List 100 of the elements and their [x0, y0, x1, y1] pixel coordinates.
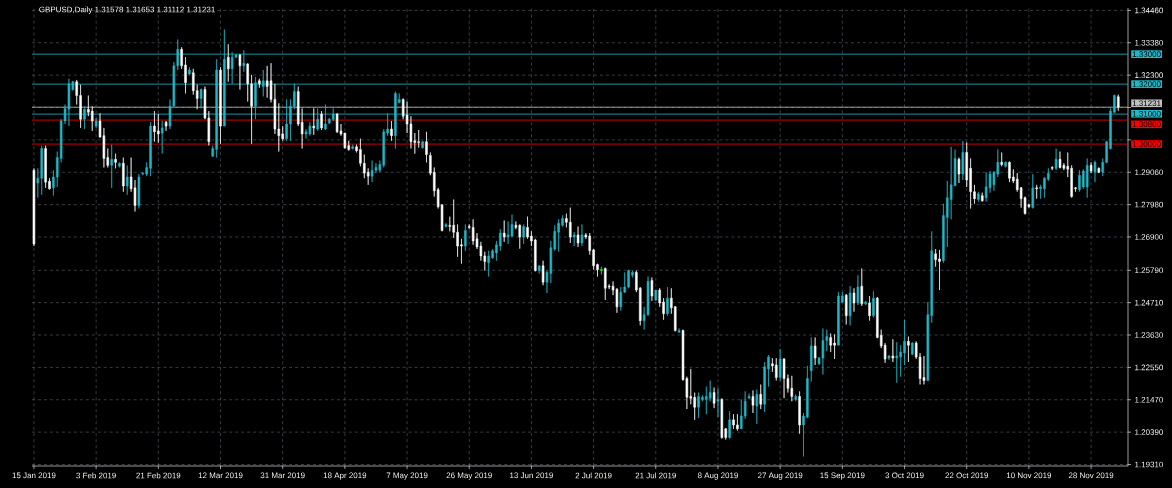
candlestick: [666, 286, 669, 317]
candlestick: [751, 390, 755, 414]
candlestick: [654, 289, 658, 302]
candlestick: [444, 222, 448, 228]
candlestick: [810, 337, 813, 382]
candlestick: [891, 338, 895, 363]
candlestick: [720, 397, 724, 440]
candlestick: [421, 140, 424, 149]
candlestick: [782, 357, 786, 399]
candlestick: [94, 117, 98, 129]
candlestick: [308, 121, 312, 136]
candlestick: [697, 392, 700, 419]
candlestick: [32, 168, 36, 247]
candlestick: [425, 131, 428, 163]
candlestick: [487, 250, 490, 277]
candlestick: [125, 165, 129, 196]
candlestick: [864, 300, 867, 306]
candlestick: [1004, 161, 1007, 168]
candlestick: [1085, 158, 1089, 199]
candlestick: [569, 207, 572, 244]
candlestick: [837, 291, 840, 346]
candlestick: [518, 224, 521, 249]
candlestick: [522, 224, 525, 245]
candlestick: [977, 191, 980, 202]
candlestick: [471, 219, 475, 246]
candlestick: [872, 290, 875, 318]
candlestick: [860, 268, 864, 307]
candlestick: [984, 171, 988, 202]
candlestick: [572, 231, 576, 247]
candlestick: [778, 348, 782, 381]
candlestick: [957, 157, 961, 184]
candlestick: [199, 88, 203, 109]
candlestick: [755, 389, 759, 425]
candlestick: [557, 219, 560, 252]
candlestick: [160, 120, 164, 154]
candlestick: [813, 337, 817, 366]
candlestick: [895, 341, 898, 383]
candlestick: [464, 224, 467, 252]
candlestick: [1117, 94, 1120, 112]
candlestick: [981, 192, 984, 202]
candlestick: [868, 295, 871, 321]
candlestick: [736, 413, 739, 431]
candlestick: [887, 354, 891, 361]
candlestick: [1008, 161, 1011, 183]
candlestick: [1050, 165, 1054, 171]
candlestick: [122, 157, 125, 193]
candlestick: [728, 410, 731, 440]
candlestick: [759, 384, 762, 410]
candlestick: [1054, 148, 1058, 171]
candlestick: [848, 285, 852, 326]
candlestick: [1031, 173, 1035, 209]
candlestick: [627, 269, 630, 289]
candlestick: [1058, 151, 1062, 169]
candlestick: [312, 108, 316, 136]
candlestick: [1078, 169, 1081, 193]
candlestick: [320, 110, 323, 131]
candlestick: [537, 265, 541, 274]
candlestick: [794, 394, 797, 402]
candlestick: [604, 267, 607, 301]
candlestick: [790, 375, 794, 402]
candlestick: [1035, 184, 1038, 199]
candlestick: [370, 160, 374, 183]
candlestick: [775, 357, 778, 381]
candlestick: [188, 66, 191, 76]
candlestick: [1097, 167, 1101, 174]
candlestick: [110, 144, 113, 189]
candlestick: [137, 173, 141, 209]
candlestick: [938, 249, 941, 291]
candlestick: [798, 391, 801, 434]
candlestick: [335, 112, 339, 134]
candlestick: [961, 140, 965, 181]
candlestick: [1089, 162, 1093, 174]
candlestick: [600, 266, 603, 275]
candlestick: [541, 260, 545, 286]
candlestick: [845, 293, 848, 325]
candlestick: [118, 162, 121, 168]
candlestick: [351, 144, 354, 150]
candlestick: [911, 341, 914, 356]
candlestick: [164, 120, 168, 132]
candlestick: [732, 413, 735, 430]
candlestick: [265, 65, 269, 98]
candlestick: [79, 84, 82, 129]
candlestick: [153, 110, 156, 142]
candlestick: [238, 53, 242, 90]
candlestick: [157, 113, 160, 143]
candlestick: [227, 43, 230, 83]
candlestick: [390, 120, 393, 142]
candlestick: [852, 287, 856, 312]
candlestick: [1000, 152, 1003, 167]
candlestick: [44, 145, 47, 189]
candlestick: [922, 355, 926, 385]
candlestick: [833, 334, 836, 360]
candlestick: [219, 66, 222, 145]
candlestick: [716, 388, 720, 418]
candlestick: [149, 121, 152, 177]
candlestick: [502, 220, 506, 243]
candlestick: [576, 226, 580, 248]
candlestick: [712, 387, 716, 409]
candlestick: [856, 275, 860, 306]
candlestick: [114, 153, 117, 169]
